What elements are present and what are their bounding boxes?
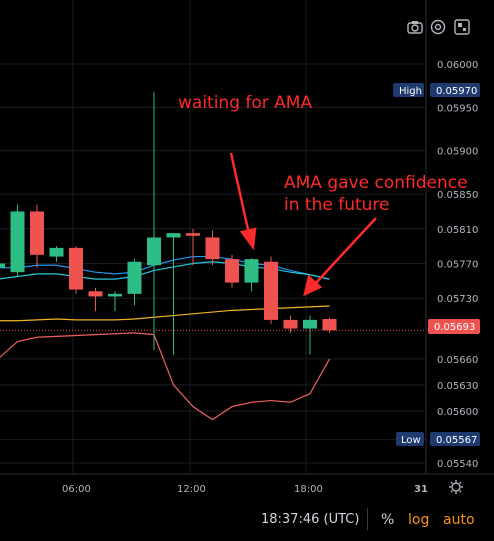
candle-13 (245, 258, 259, 291)
annotation-confidence-line1: AMA gave confidence (284, 173, 468, 193)
time-label-1200: 12:00 (177, 484, 206, 495)
current-price-value: 0.05693 (434, 322, 475, 333)
candle-0 (0, 246, 5, 281)
ma-line-3 (0, 333, 330, 420)
annotation-waiting: waiting for AMA (178, 93, 312, 113)
price-tick-2: 0.05900 (437, 147, 478, 158)
candle-body-17 (323, 319, 337, 330)
price-tick-12: 0.05540 (437, 459, 478, 470)
time-label-31: 31 (414, 484, 428, 495)
ma-line-0 (0, 257, 330, 280)
price-tick-6: 0.05730 (437, 294, 478, 305)
candle-5 (89, 288, 103, 311)
candle-body-13 (245, 259, 259, 282)
ma-line-1 (0, 262, 330, 279)
candle-body-7 (128, 262, 142, 294)
time-axis[interactable]: 06:00 12:00 18:00 31 (62, 484, 428, 495)
candle-12 (225, 255, 239, 288)
candle-9 (167, 233, 181, 354)
toolbar-divider (367, 508, 368, 530)
candle-11 (206, 231, 220, 266)
candle-body-11 (206, 237, 220, 259)
candle-body-1 (11, 211, 25, 272)
time-label-1800: 18:00 (294, 484, 323, 495)
arrow-waiting (231, 153, 255, 247)
price-tick-9: 0.05630 (437, 381, 478, 392)
arrow-confidence (305, 218, 376, 294)
price-tick-0: 0.06000 (437, 60, 478, 71)
moving-averages (0, 257, 330, 420)
candle-14 (264, 257, 278, 325)
low-label: Low (401, 435, 421, 446)
candle-body-14 (264, 262, 278, 320)
candle-body-4 (69, 248, 83, 290)
ma-line-2 (0, 306, 330, 321)
candle-body-2 (30, 211, 44, 254)
candle-body-9 (167, 233, 181, 237)
candle-body-6 (108, 294, 122, 297)
log-toggle[interactable]: log (408, 512, 429, 528)
camera-icon[interactable] (406, 18, 424, 36)
candle-body-12 (225, 259, 239, 282)
settings-icon[interactable] (429, 18, 447, 36)
price-tick-5: 0.05770 (437, 260, 478, 271)
auto-toggle[interactable]: auto (443, 512, 475, 528)
candle-body-10 (186, 233, 200, 236)
utc-clock[interactable]: 18:37:46 (UTC) (261, 512, 359, 527)
candles (0, 92, 337, 355)
current-price-badge: 0.05693 (428, 319, 480, 334)
price-tick-4: 0.05810 (437, 225, 478, 236)
candle-body-16 (303, 320, 317, 329)
time-settings-icon[interactable] (449, 480, 463, 494)
high-value: 0.05970 (436, 86, 477, 97)
candle-body-8 (147, 237, 161, 265)
price-tick-1: 0.05950 (437, 103, 478, 114)
price-tick-10: 0.05600 (437, 407, 478, 418)
time-label-0600: 06:00 (62, 484, 91, 495)
price-axis[interactable]: 0.060000.059500.059000.058500.058100.057… (437, 60, 478, 470)
candle-16 (303, 316, 317, 355)
candle-4 (69, 246, 83, 294)
low-badge: Low 0.05567 (396, 432, 480, 446)
candle-10 (186, 229, 200, 265)
annotation-confidence-line2: in the future (284, 195, 389, 215)
low-value: 0.05567 (436, 435, 477, 446)
candle-body-15 (284, 320, 298, 329)
candle-8 (147, 92, 161, 350)
candle-2 (30, 205, 44, 268)
candle-body-5 (89, 291, 103, 296)
fullscreen-icon[interactable] (453, 18, 471, 36)
high-label: High (399, 86, 422, 97)
candle-6 (108, 291, 122, 311)
high-badge: High 0.05970 (393, 83, 480, 97)
candle-body-0 (0, 264, 5, 268)
candle-body-3 (50, 248, 64, 257)
price-tick-8: 0.05660 (437, 355, 478, 366)
percent-toggle[interactable]: % (381, 512, 394, 528)
price-chart[interactable]: 0.060000.059500.059000.058500.058100.057… (0, 0, 494, 496)
candle-1 (11, 205, 25, 277)
candle-3 (50, 246, 64, 262)
